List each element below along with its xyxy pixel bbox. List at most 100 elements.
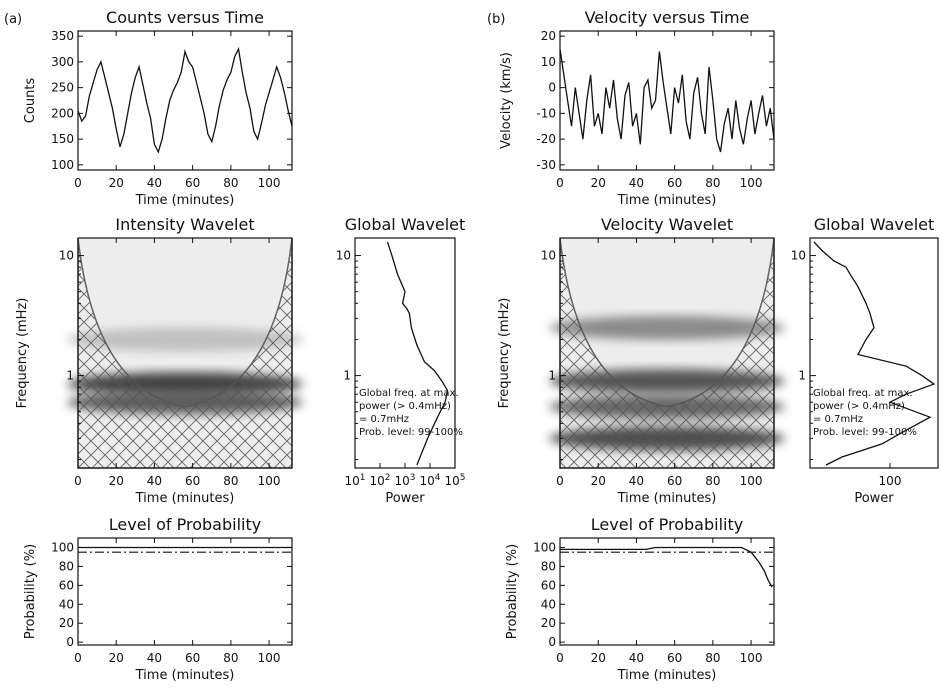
- global-intensity-series-line: [386, 241, 449, 466]
- global-velocity-ytick-label: 1: [798, 369, 806, 383]
- global-velocity-annotation-line: = 0.7mHz: [813, 414, 863, 425]
- global-velocity-series-line: [813, 241, 936, 466]
- panel-label-a: (a): [4, 12, 23, 27]
- prob-a-xtick-label: 20: [109, 651, 124, 665]
- velocity-title: Velocity versus Time: [585, 8, 750, 27]
- counts-frame: [77, 30, 293, 171]
- global-intensity-annotation-line: Global freq. at max.: [359, 388, 459, 399]
- global-intensity-ytick-label: 1: [343, 369, 351, 383]
- velocity-wavelet-xtick-label: 100: [740, 474, 763, 488]
- prob-a-ytick-label: 40: [59, 597, 74, 611]
- prob-b-xtick-label: 80: [705, 651, 720, 665]
- global-intensity-xtick-label: 101: [344, 473, 365, 488]
- velocity-wavelet-xtick-label: 40: [629, 474, 644, 488]
- global-velocity-title: Global Wavelet: [814, 215, 935, 234]
- counts-title: Counts versus Time: [106, 8, 264, 27]
- global-velocity-frame: [809, 237, 939, 469]
- velocity-xtick-label: 40: [629, 176, 644, 190]
- global-velocity-annotation-line: Prob. level: 99-100%: [813, 427, 917, 438]
- intensity-wavelet-frame: [77, 237, 293, 469]
- intensity-wavelet-title: Intensity Wavelet: [115, 215, 254, 234]
- prob-b-frame: [559, 537, 775, 646]
- velocity-wavelet-title: Velocity Wavelet: [601, 215, 733, 234]
- prob-b-ytick-label: 40: [541, 597, 556, 611]
- global-velocity-annotation-line: Global freq. at max.: [813, 388, 913, 399]
- prob-b-ytick-label: 80: [541, 559, 556, 573]
- prob-a-title: Level of Probability: [109, 515, 261, 534]
- prob-a-ytick-label: 80: [59, 559, 74, 573]
- counts-xtick-label: 100: [258, 176, 281, 190]
- global-intensity-annotation-line: power (> 0.4mHz): [359, 401, 451, 412]
- intensity-wavelet-ylabel: Frequency (mHz): [15, 298, 30, 409]
- counts-ytick-label: 100: [51, 158, 74, 172]
- prob-b-xtick-label: 0: [556, 651, 564, 665]
- intensity-wavelet-ytick-label: 1: [66, 369, 74, 383]
- velocity-frame: [559, 30, 775, 171]
- counts-ytick-label: 200: [51, 106, 74, 120]
- prob-a-ytick-label: 20: [59, 616, 74, 630]
- global-velocity-ytick-label: 10: [791, 249, 806, 263]
- velocity-xtick-label: 20: [591, 176, 606, 190]
- global-intensity-xtick-label: 104: [419, 473, 440, 488]
- velocity-xtick-label: 60: [667, 176, 682, 190]
- counts-xlabel: Time (minutes): [135, 193, 235, 208]
- prob-b-ytick-label: 60: [541, 578, 556, 592]
- velocity-xlabel: Time (minutes): [617, 193, 717, 208]
- prob-b-ytick-label: 100: [533, 540, 556, 554]
- prob-b-xtick-label: 60: [667, 651, 682, 665]
- prob-a-xtick-label: 80: [223, 651, 238, 665]
- prob-b-series-line: [560, 546, 773, 588]
- intensity-wavelet-xtick-label: 40: [147, 474, 162, 488]
- velocity-wavelet-power-band: [549, 315, 785, 340]
- counts-xtick-label: 0: [74, 176, 82, 190]
- velocity-wavelet-xlabel: Time (minutes): [617, 491, 717, 506]
- intensity-wavelet-xtick-label: 80: [223, 474, 238, 488]
- counts-xtick-label: 40: [147, 176, 162, 190]
- velocity-xtick-label: 100: [740, 176, 763, 190]
- global-intensity-xtick-label: 105: [444, 473, 465, 488]
- velocity-wavelet-xtick-label: 60: [667, 474, 682, 488]
- intensity-wavelet-power-band: [67, 327, 303, 352]
- velocity-ytick-label: -30: [536, 158, 556, 172]
- global-velocity-annotation-line: power (> 0.4mHz): [813, 401, 905, 412]
- intensity-wavelet-ytick-label: 10: [59, 249, 74, 263]
- velocity-xtick-label: 80: [705, 176, 720, 190]
- velocity-ytick-label: 10: [541, 55, 556, 69]
- prob-a-xtick-label: 0: [74, 651, 82, 665]
- prob-b-ylabel: Probability (%): [505, 544, 520, 639]
- prob-b-ytick-label: 20: [541, 616, 556, 630]
- counts-ytick-label: 150: [51, 132, 74, 146]
- prob-a-xtick-label: 100: [258, 651, 281, 665]
- velocity-ylabel: Velocity (km/s): [499, 52, 514, 149]
- prob-b-xlabel: Time (minutes): [617, 668, 717, 683]
- counts-ytick-label: 300: [51, 55, 74, 69]
- velocity-wavelet-frame: [559, 237, 775, 469]
- global-intensity-ytick-label: 10: [336, 249, 351, 263]
- counts-ytick-label: 350: [51, 29, 74, 43]
- velocity-ytick-label: 20: [541, 29, 556, 43]
- counts-xtick-label: 60: [185, 176, 200, 190]
- prob-a-frame: [77, 537, 293, 646]
- prob-b-xtick-label: 100: [740, 651, 763, 665]
- counts-ylabel: Counts: [23, 78, 38, 124]
- prob-b-xtick-label: 20: [591, 651, 606, 665]
- velocity-ytick-label: -10: [536, 106, 556, 120]
- velocity-wavelet-ylabel: Frequency (mHz): [497, 298, 512, 409]
- prob-b-xtick-label: 40: [629, 651, 644, 665]
- global-velocity-xlabel: Power: [854, 491, 894, 506]
- intensity-wavelet-xtick-label: 20: [109, 474, 124, 488]
- global-intensity-xtick-label: 103: [394, 473, 415, 488]
- prob-a-ytick-label: 60: [59, 578, 74, 592]
- prob-a-ytick-label: 100: [51, 540, 74, 554]
- velocity-wavelet-xtick-label: 80: [705, 474, 720, 488]
- prob-b-ytick-label: 0: [548, 635, 556, 649]
- counts-xtick-label: 80: [223, 176, 238, 190]
- global-intensity-annotation-line: = 0.7mHz: [359, 414, 409, 425]
- velocity-wavelet-xtick-label: 0: [556, 474, 564, 488]
- prob-a-ytick-label: 0: [66, 635, 74, 649]
- prob-b-title: Level of Probability: [591, 515, 743, 534]
- intensity-wavelet-xtick-label: 60: [185, 474, 200, 488]
- counts-xtick-label: 20: [109, 176, 124, 190]
- global-velocity-xtick-label: 100: [879, 474, 902, 488]
